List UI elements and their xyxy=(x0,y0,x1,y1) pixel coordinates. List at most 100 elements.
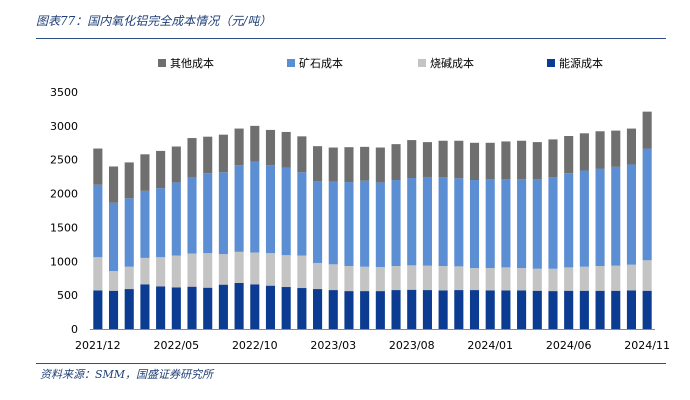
legend-swatch xyxy=(287,59,295,67)
bar-segment xyxy=(485,142,495,180)
bar-segment xyxy=(407,265,417,290)
y-tick-label: 2500 xyxy=(50,154,78,167)
bar-segment xyxy=(124,266,134,290)
bar-segment xyxy=(611,265,621,291)
bar-segment xyxy=(564,136,574,174)
bar-segment xyxy=(281,167,291,256)
bar-segment xyxy=(642,111,652,149)
bar-segment xyxy=(328,181,338,265)
bar-segment xyxy=(579,266,589,291)
x-tick-label: 2022/05 xyxy=(153,339,199,352)
bar-segment xyxy=(626,264,637,291)
bar-segment xyxy=(124,289,134,329)
bar-segment xyxy=(313,262,323,290)
bar-segment xyxy=(344,291,354,329)
bar-segment xyxy=(234,165,244,252)
bar-segment xyxy=(517,290,527,329)
legend-label: 能源成本 xyxy=(559,56,603,70)
bar-segment xyxy=(297,288,307,329)
bar-segment xyxy=(218,254,228,285)
y-tick-label: 500 xyxy=(57,289,78,302)
bar-segment xyxy=(218,134,228,173)
bar-segment xyxy=(501,267,511,291)
bar-segment xyxy=(626,164,637,265)
bar-segment xyxy=(265,253,276,286)
bar-segment xyxy=(234,128,244,166)
bar-segment xyxy=(344,147,354,183)
y-axis: 0 500 1000 1500 2000 2500 3000 3500 xyxy=(50,86,78,336)
bar-segment xyxy=(579,133,589,171)
legend: 其他成本 矿石成本 烧碱成本 能源成本 xyxy=(158,56,603,70)
bar-segment xyxy=(171,287,181,329)
bar-segment xyxy=(375,147,385,183)
bar-segment xyxy=(250,125,260,162)
bar-segment xyxy=(548,291,558,329)
y-tick-label: 3500 xyxy=(50,86,78,99)
bar-segment xyxy=(328,264,338,291)
legend-swatch xyxy=(547,59,555,67)
x-tick-label: 2024/11 xyxy=(624,339,670,352)
bar-segment xyxy=(281,287,291,329)
bar-segment xyxy=(313,181,323,263)
bar-segment xyxy=(250,284,260,329)
bar-segment xyxy=(93,257,103,291)
bar-segment xyxy=(438,266,448,291)
bar-segment xyxy=(218,172,228,255)
bar-segment xyxy=(548,268,558,292)
bar-segment xyxy=(344,266,354,292)
bar-segment xyxy=(140,190,150,258)
chart-title: 图表77：国内氧化铝完全成本情况（元/吨） xyxy=(36,14,272,28)
bar-segment xyxy=(297,136,307,173)
y-tick-label: 0 xyxy=(71,323,78,336)
bar-segment xyxy=(454,290,464,329)
x-tick-label: 2022/10 xyxy=(232,339,278,352)
bar-segment xyxy=(407,178,417,266)
bar-segment xyxy=(203,287,213,329)
bar-segment xyxy=(438,140,448,178)
bar-segment xyxy=(375,267,385,292)
bar-segment xyxy=(250,161,260,253)
bar-segment xyxy=(407,140,417,178)
y-tick-label: 3000 xyxy=(50,120,78,133)
bar-segment xyxy=(564,290,574,329)
bar-segment xyxy=(360,180,370,267)
source-note: 资料来源：SMM，国盛证券研究所 xyxy=(40,368,214,381)
bar-segment xyxy=(93,184,103,258)
x-tick-label: 2021/12 xyxy=(75,339,121,352)
bar-segment xyxy=(485,290,495,329)
bar-segment xyxy=(171,182,181,256)
bar-segment xyxy=(234,282,244,329)
x-tick-label: 2023/03 xyxy=(310,339,356,352)
bar-segment xyxy=(140,257,150,285)
bar-segment xyxy=(108,290,119,329)
bar-segment xyxy=(171,255,181,288)
bar-segment xyxy=(250,252,260,285)
bar-segment xyxy=(171,146,181,183)
bar-segment xyxy=(265,129,276,166)
bar-segment xyxy=(156,188,166,258)
bar-segment xyxy=(485,179,495,269)
bar-segment xyxy=(140,284,150,329)
bar-segment xyxy=(501,179,511,268)
bar-segment xyxy=(203,136,213,174)
bar-segment xyxy=(595,131,605,169)
bar-segment xyxy=(454,266,464,291)
bar-segment xyxy=(501,141,511,180)
bar-segment xyxy=(517,140,527,180)
bar-segment xyxy=(234,251,244,283)
bar-segment xyxy=(469,290,480,329)
x-tick-label: 2024/01 xyxy=(467,339,513,352)
bar-segment xyxy=(595,168,605,267)
bar-segment xyxy=(422,290,432,329)
bar-segment xyxy=(375,291,385,329)
bar-segment xyxy=(532,268,542,291)
x-tick-label: 2024/06 xyxy=(546,339,592,352)
bar-segment xyxy=(391,180,401,267)
bar-segment xyxy=(564,173,574,268)
bar-segment xyxy=(108,166,119,203)
header-rule xyxy=(36,38,666,39)
bar-segment xyxy=(328,290,338,329)
x-axis: 2021/12 2022/05 2022/10 2023/03 2023/08 2024/… xyxy=(75,329,670,352)
bar-segment xyxy=(438,290,448,329)
